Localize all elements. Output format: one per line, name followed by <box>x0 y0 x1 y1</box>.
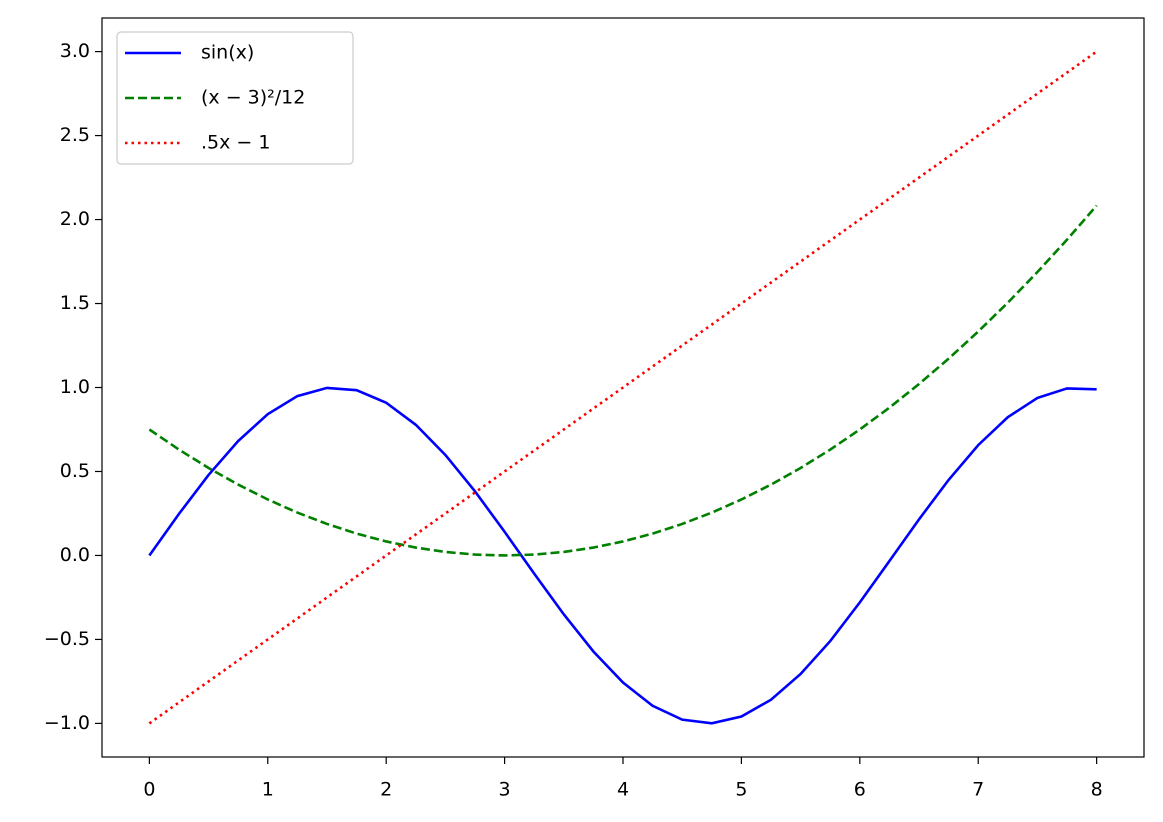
y-tick-label: 1.0 <box>60 376 90 398</box>
x-tick-label: 1 <box>262 779 274 801</box>
x-tick-label: 6 <box>854 779 866 801</box>
x-tick-label: 7 <box>972 779 984 801</box>
legend-box <box>116 31 354 165</box>
x-tick-label: 5 <box>735 779 747 801</box>
x-tick-label: 4 <box>617 779 629 801</box>
x-tick-label: 3 <box>499 779 511 801</box>
plot-frame <box>101 17 1145 758</box>
y-tick-label: 2.0 <box>60 208 90 230</box>
y-tick-label: −1.0 <box>44 712 90 734</box>
y-tick-label: 0.0 <box>60 544 90 566</box>
x-tick-label: 0 <box>143 779 155 801</box>
y-tick-label: 1.5 <box>60 292 90 314</box>
line-series <box>148 50 1098 725</box>
legend-label: (x − 3)²/12 <box>201 87 305 109</box>
y-tick-label: −0.5 <box>44 628 90 650</box>
legend-label: .5x − 1 <box>201 132 270 154</box>
line-series <box>148 386 1097 725</box>
line-series <box>148 204 1098 557</box>
y-tick-label: 3.0 <box>60 40 90 62</box>
legend-label: sin(x) <box>201 42 254 64</box>
y-tick-label: 0.5 <box>60 460 90 482</box>
x-tick-label: 2 <box>380 779 392 801</box>
x-tick-label: 8 <box>1091 779 1103 801</box>
y-tick-label: 2.5 <box>60 124 90 146</box>
